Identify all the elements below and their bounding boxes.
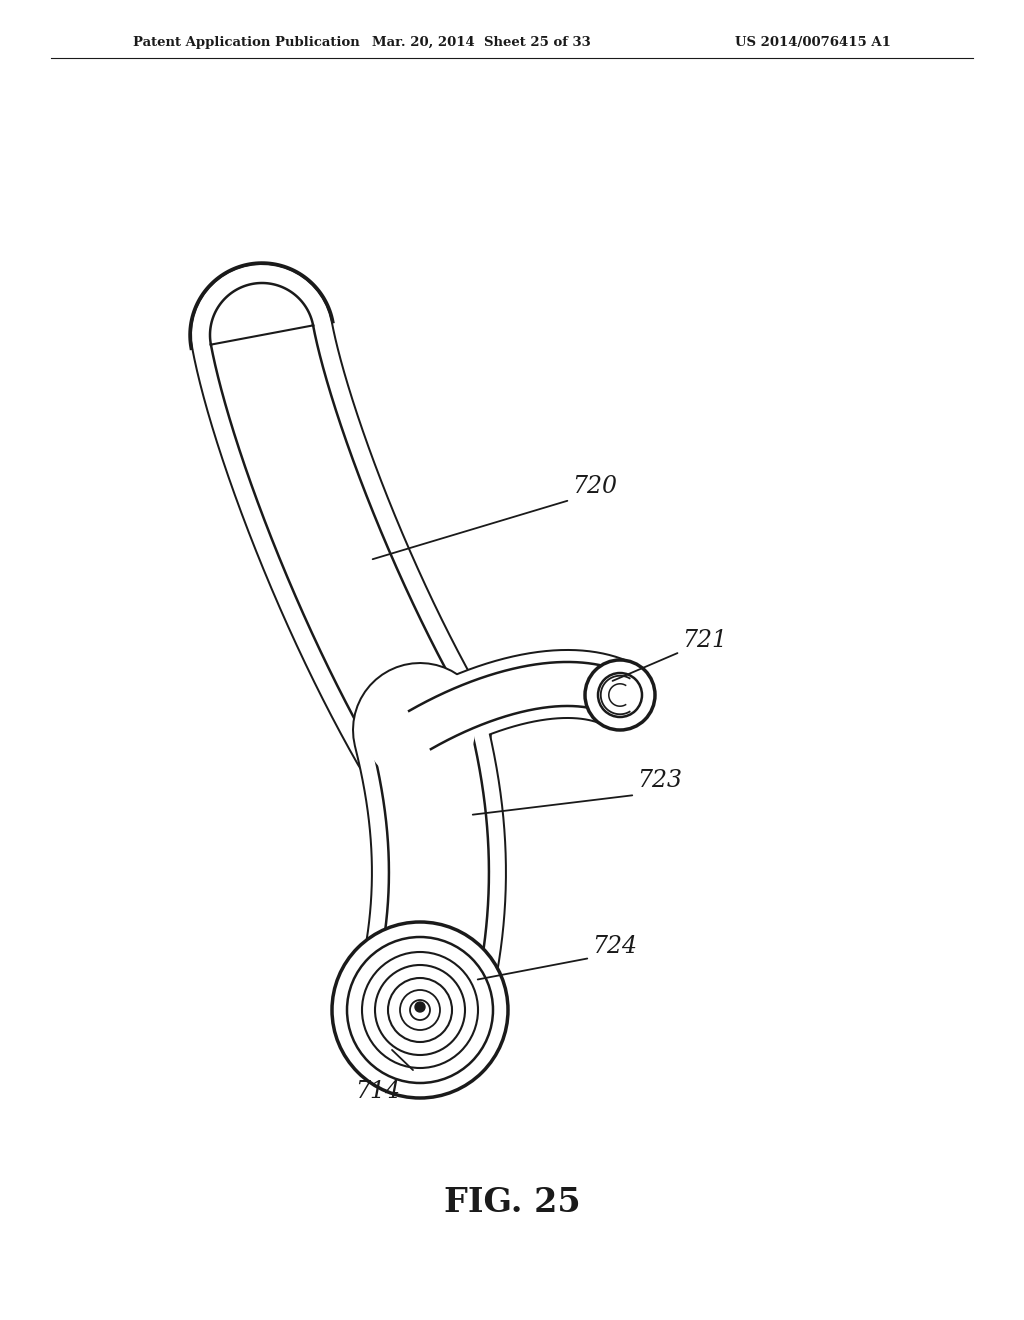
Circle shape <box>585 660 655 730</box>
Text: 721: 721 <box>682 630 727 652</box>
Circle shape <box>415 1002 425 1012</box>
Text: 714: 714 <box>355 1080 400 1104</box>
Text: US 2014/0076415 A1: US 2014/0076415 A1 <box>735 36 891 49</box>
Circle shape <box>332 921 508 1098</box>
Text: Patent Application Publication: Patent Application Publication <box>133 36 359 49</box>
Text: 720: 720 <box>572 475 617 498</box>
Circle shape <box>365 675 475 785</box>
Text: Mar. 20, 2014  Sheet 25 of 33: Mar. 20, 2014 Sheet 25 of 33 <box>372 36 591 49</box>
Text: 724: 724 <box>592 935 637 958</box>
Text: FIG. 25: FIG. 25 <box>443 1185 581 1218</box>
Text: 723: 723 <box>637 770 682 792</box>
